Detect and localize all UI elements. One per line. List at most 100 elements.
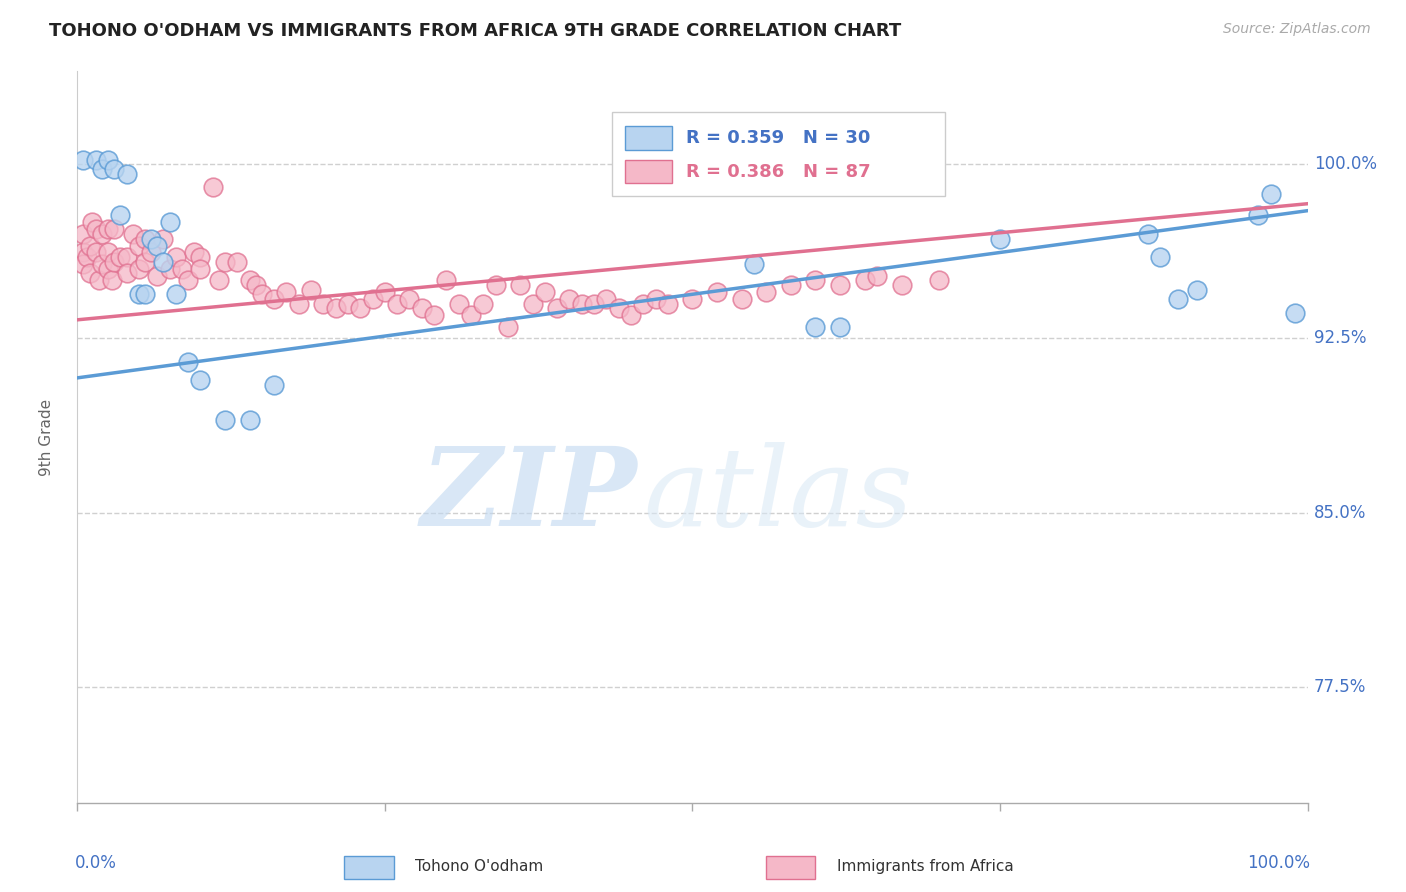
- Point: [146, 268, 169, 283]
- Text: ZIP: ZIP: [420, 442, 637, 549]
- Point: [250, 287, 273, 301]
- Point: [804, 273, 827, 287]
- Point: [496, 319, 519, 334]
- Point: [90, 161, 114, 176]
- Point: [472, 296, 495, 310]
- Point: [830, 277, 852, 292]
- Point: [607, 301, 630, 316]
- Point: [165, 287, 187, 301]
- Point: [141, 245, 163, 260]
- Text: atlas: atlas: [644, 442, 912, 549]
- Text: Source: ZipAtlas.com: Source: ZipAtlas.com: [1223, 22, 1371, 37]
- Point: [177, 273, 200, 287]
- Point: [988, 231, 1011, 245]
- Point: [84, 245, 107, 260]
- Point: [90, 257, 114, 271]
- Text: 92.5%: 92.5%: [1313, 329, 1367, 347]
- Point: [460, 308, 482, 322]
- FancyBboxPatch shape: [613, 112, 945, 195]
- Point: [595, 292, 617, 306]
- Point: [146, 238, 169, 252]
- Point: [110, 250, 132, 264]
- Point: [90, 227, 114, 241]
- Point: [337, 296, 360, 310]
- Point: [226, 254, 249, 268]
- Point: [890, 277, 912, 292]
- Point: [411, 301, 433, 316]
- Point: [263, 377, 285, 392]
- Point: [804, 319, 827, 334]
- Point: [866, 268, 889, 283]
- Point: [1260, 187, 1282, 202]
- Point: [183, 245, 205, 260]
- Point: [288, 296, 311, 310]
- Point: [1167, 292, 1189, 306]
- Point: [115, 167, 138, 181]
- Point: [731, 292, 754, 306]
- Text: 85.0%: 85.0%: [1313, 504, 1367, 522]
- Point: [706, 285, 728, 299]
- Point: [214, 254, 236, 268]
- Point: [1247, 208, 1270, 222]
- Point: [299, 283, 322, 297]
- Text: 100.0%: 100.0%: [1247, 854, 1310, 872]
- Point: [110, 208, 132, 222]
- Point: [583, 296, 606, 310]
- Point: [633, 296, 655, 310]
- Point: [121, 227, 143, 241]
- Point: [436, 273, 458, 287]
- Point: [72, 153, 94, 167]
- Text: Immigrants from Africa: Immigrants from Africa: [837, 859, 1014, 873]
- Point: [385, 296, 409, 310]
- Point: [398, 292, 420, 306]
- Point: [72, 257, 94, 271]
- Point: [423, 308, 446, 322]
- Point: [72, 245, 94, 260]
- Point: [128, 261, 150, 276]
- Point: [89, 273, 111, 287]
- Point: [165, 250, 187, 264]
- Point: [188, 261, 212, 276]
- Point: [84, 222, 107, 236]
- Point: [97, 245, 120, 260]
- Point: [349, 301, 371, 316]
- Point: [177, 354, 200, 368]
- Point: [239, 412, 262, 426]
- Point: [485, 277, 508, 292]
- Point: [742, 257, 765, 271]
- Bar: [624, 160, 672, 183]
- Point: [245, 277, 267, 292]
- Point: [103, 161, 125, 176]
- Point: [853, 273, 876, 287]
- Point: [682, 292, 704, 306]
- Point: [201, 180, 224, 194]
- Point: [657, 296, 679, 310]
- Point: [620, 308, 643, 322]
- Point: [447, 296, 470, 310]
- Point: [361, 292, 384, 306]
- Point: [97, 153, 120, 167]
- Point: [312, 296, 335, 310]
- Point: [159, 215, 181, 229]
- Point: [374, 285, 396, 299]
- Point: [325, 301, 347, 316]
- Point: [188, 250, 212, 264]
- Point: [546, 301, 568, 316]
- Point: [239, 273, 262, 287]
- Point: [82, 215, 104, 229]
- Text: R = 0.386   N = 87: R = 0.386 N = 87: [686, 162, 870, 180]
- Point: [263, 292, 285, 306]
- Point: [134, 287, 156, 301]
- Point: [1136, 227, 1159, 241]
- Point: [571, 296, 593, 310]
- Point: [128, 287, 150, 301]
- Point: [103, 222, 125, 236]
- Point: [188, 373, 212, 387]
- Point: [780, 277, 803, 292]
- Point: [103, 254, 125, 268]
- Text: 100.0%: 100.0%: [1313, 155, 1376, 173]
- Point: [276, 285, 298, 299]
- Bar: [624, 127, 672, 150]
- Point: [1149, 250, 1171, 264]
- Text: 0.0%: 0.0%: [75, 854, 117, 872]
